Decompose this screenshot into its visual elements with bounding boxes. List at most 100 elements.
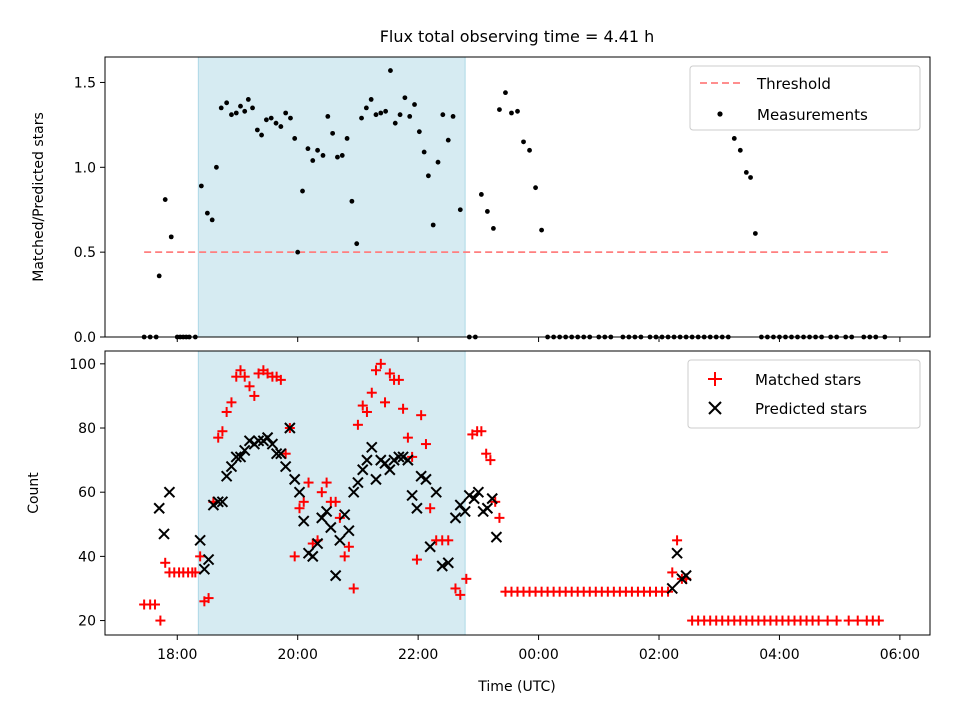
matched-star-point — [298, 496, 309, 507]
predicted-star-point — [163, 486, 176, 498]
measurement-point — [363, 105, 369, 111]
measurement-point — [748, 175, 753, 180]
measurement-point — [509, 110, 514, 116]
predicted-star-point — [225, 460, 238, 473]
predicted-star-point — [338, 508, 351, 521]
matched-star-point — [149, 599, 160, 610]
bottom-axes-frame — [104, 350, 931, 636]
predicted-star-point — [481, 502, 494, 514]
top-axes-frame — [104, 56, 931, 338]
measurement-point — [539, 227, 544, 233]
measurement-point — [430, 222, 436, 228]
predicted-star-point — [279, 460, 292, 473]
measurement-point — [214, 164, 219, 170]
measurement-point — [407, 113, 413, 119]
matched-star-point — [289, 551, 300, 562]
matched-star-point — [160, 557, 171, 568]
legend-predicted-label: Predicted stars — [755, 400, 867, 418]
matched-star-point — [831, 615, 842, 626]
bottom-y-tick-label: 100 — [69, 357, 96, 373]
measurement-point — [300, 188, 305, 194]
measurement-point — [388, 68, 393, 73]
predicted-star-point — [436, 560, 448, 572]
matched-star-point — [244, 381, 255, 392]
measurement-point — [259, 132, 264, 138]
measurement-point — [218, 105, 224, 111]
matched-star-point — [195, 551, 206, 562]
x-axis-label: Time (UTC) — [477, 679, 555, 695]
bottom-y-axis-label: Count — [26, 472, 42, 514]
legend-matched-swatch — [708, 372, 722, 386]
bottom-legend: Matched stars Predicted stars — [687, 359, 921, 429]
predicted-star-point — [270, 447, 283, 460]
measurement-point — [478, 192, 484, 197]
predicted-star-point — [266, 438, 279, 450]
measurement-point — [416, 129, 422, 135]
matched-star-point — [425, 503, 436, 514]
measurement-point — [450, 113, 456, 119]
matched-star-point — [231, 371, 242, 382]
matched-star-point — [411, 554, 422, 565]
measurement-point — [292, 136, 298, 141]
predicted-star-point — [666, 582, 678, 595]
predicted-star-point — [158, 528, 170, 540]
bottom-shaded-interval — [197, 350, 466, 636]
measurement-point — [373, 112, 379, 118]
matched-star-point — [280, 448, 291, 459]
x-tick-label: 18:00 — [157, 647, 197, 663]
measurement-point — [224, 100, 230, 106]
bottom-y-tick-label: 40 — [78, 549, 96, 565]
top-y-tick-label: 0.0 — [74, 330, 96, 346]
x-tick-label: 06:00 — [880, 647, 920, 663]
matched-star-point — [239, 371, 250, 382]
predicted-star-point — [230, 451, 242, 463]
measurement-point — [238, 103, 243, 109]
measurement-point — [497, 107, 502, 113]
predicted-star-point — [320, 505, 333, 518]
x-tick-label: 00:00 — [518, 647, 558, 663]
measurement-point — [325, 113, 331, 119]
measurement-point — [731, 136, 737, 141]
matched-star-point — [221, 406, 232, 417]
measurement-point — [320, 153, 326, 158]
measurement-point — [250, 105, 255, 111]
measurement-point — [162, 197, 168, 202]
predicted-star-point — [402, 454, 414, 466]
predicted-star-point — [216, 496, 229, 508]
predicted-star-point — [311, 537, 324, 550]
measurement-point — [295, 249, 301, 255]
matched-star-point — [316, 487, 327, 498]
matched-star-point — [361, 406, 372, 417]
measurement-point — [491, 225, 496, 231]
matched-star-point — [481, 448, 492, 459]
measurement-point — [503, 90, 508, 96]
predicted-star-point — [680, 569, 692, 582]
matched-star-point — [416, 410, 427, 421]
measurement-point — [383, 108, 389, 114]
measurement-point — [288, 115, 293, 121]
predicted-star-point — [198, 563, 211, 575]
measurement-point — [245, 97, 251, 102]
predicted-star-point — [384, 464, 396, 476]
measurement-point — [315, 147, 320, 153]
measurement-point — [283, 110, 289, 116]
matched-star-point — [402, 432, 413, 443]
matched-star-point — [303, 477, 314, 488]
measurement-point — [310, 158, 316, 163]
predicted-star-point — [234, 451, 247, 463]
matched-star-point — [476, 426, 487, 437]
measurement-point — [305, 146, 311, 152]
predicted-star-point — [357, 464, 369, 476]
top-panel: 0.0 0.5 1.0 1.5 Flux total observing time =… — [31, 27, 931, 346]
matched-star-point — [393, 374, 404, 385]
predicted-star-point — [459, 505, 471, 518]
measurement-point — [440, 112, 446, 118]
matched-star-point — [485, 455, 496, 466]
matched-star-point — [461, 573, 472, 584]
matched-star-point — [213, 432, 224, 443]
measurement-point — [527, 147, 532, 153]
measurement-point — [368, 97, 374, 102]
predicted-star-point — [288, 473, 301, 486]
matched-star-point — [370, 365, 381, 376]
predicted-star-point — [468, 492, 480, 505]
